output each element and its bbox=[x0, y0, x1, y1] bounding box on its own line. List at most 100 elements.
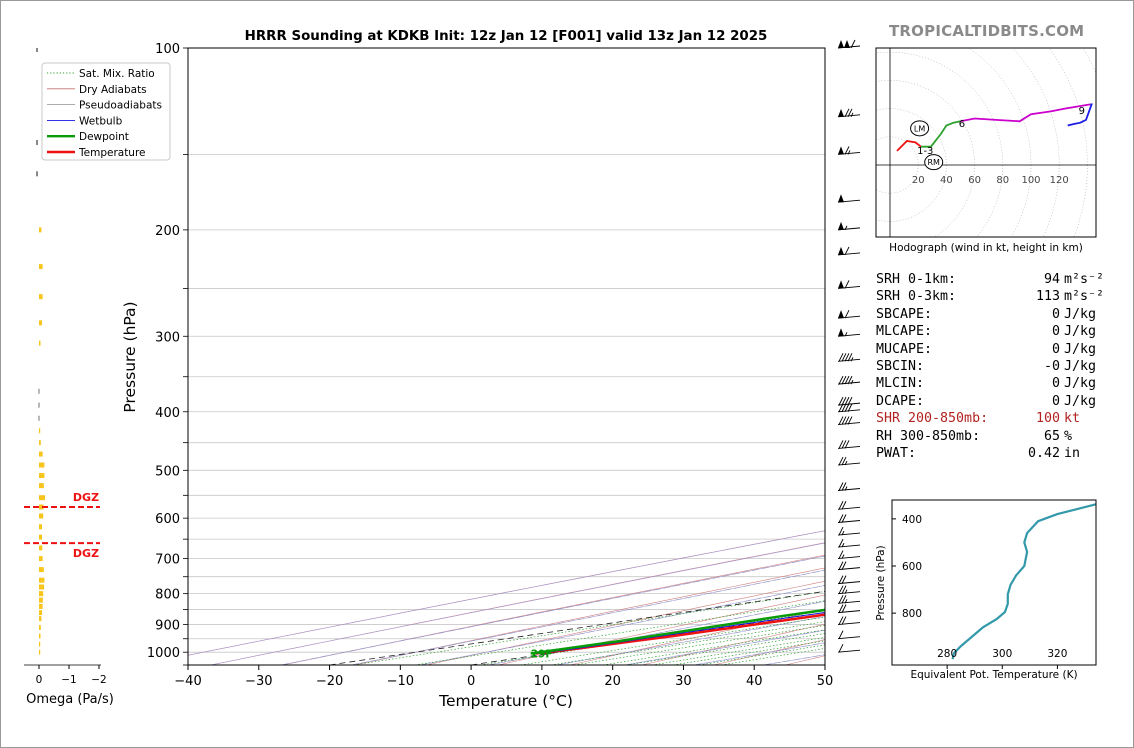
site-brand: TROPICALTIDBITS.COM bbox=[889, 22, 1085, 40]
param-label: SBCAPE: bbox=[876, 306, 933, 322]
omega-bar bbox=[39, 649, 41, 655]
omega-bar bbox=[39, 577, 45, 583]
wind-barb bbox=[837, 456, 861, 466]
skewt-xlabel: Temperature (°C) bbox=[438, 692, 573, 710]
hodograph-trace bbox=[921, 120, 961, 148]
param-unit: J/kg bbox=[1064, 376, 1097, 392]
wind-barb bbox=[837, 630, 861, 640]
wind-barb bbox=[837, 538, 861, 548]
omega-bar bbox=[39, 641, 41, 647]
wind-barb bbox=[837, 246, 861, 256]
wind-barb bbox=[837, 643, 861, 653]
omega-bar bbox=[39, 227, 42, 233]
x-tick-label: 40 bbox=[746, 674, 763, 689]
svg-text:LM: LM bbox=[914, 124, 925, 133]
dry-adiabat bbox=[282, 554, 825, 665]
param-unit: J/kg bbox=[1064, 341, 1097, 357]
param-row: SHR 200-850mb: 100 kt bbox=[876, 410, 1126, 427]
mixing-ratio-line bbox=[414, 600, 825, 665]
figure-title: HRRR Sounding at KDKB Init: 12z Jan 12 [… bbox=[245, 29, 768, 44]
skewt-panel: 1246810131620243036 29F −40−30−20−100102… bbox=[41, 39, 861, 710]
wetbulb-adiabat bbox=[351, 569, 825, 665]
wind-barb bbox=[837, 604, 861, 614]
hodograph-ring-label: 60 bbox=[968, 175, 981, 186]
param-unit: m²s⁻² bbox=[1064, 289, 1105, 305]
theta-e-x-tick-label: 280 bbox=[937, 648, 957, 660]
wind-barb bbox=[837, 501, 861, 510]
omega-xlabel: Omega (Pa/s) bbox=[26, 692, 114, 707]
legend-label: Wetbulb bbox=[79, 115, 123, 127]
dry-adiabat bbox=[426, 580, 825, 665]
omega-bar bbox=[39, 633, 41, 639]
wind-barb bbox=[837, 194, 861, 203]
omega-bar bbox=[38, 402, 40, 408]
theta-e-frame bbox=[891, 499, 1097, 666]
y-tick-label: 400 bbox=[155, 406, 180, 421]
wind-barb bbox=[837, 416, 861, 426]
y-tick-label: 300 bbox=[155, 330, 180, 345]
wind-barb bbox=[837, 403, 861, 413]
param-unit: in bbox=[1064, 445, 1081, 461]
y-tick-label: 800 bbox=[155, 588, 180, 603]
sounding-parameters: SRH 0-1km: 94 m²s⁻² SRH 0-3km: 113 m²s⁻² SBCAP… bbox=[876, 271, 1126, 462]
mixing-ratio-line bbox=[353, 591, 825, 665]
param-label: RH 300-850mb: bbox=[876, 428, 981, 444]
omega-tick-label: 0 bbox=[36, 674, 43, 686]
legend-label: Temperature bbox=[78, 147, 146, 159]
omega-bar bbox=[39, 462, 45, 468]
param-row: SBCAPE: 0 J/kg bbox=[876, 306, 1126, 323]
param-row: SBCIN: -0 J/kg bbox=[876, 358, 1126, 375]
wind-barb bbox=[837, 146, 861, 155]
param-row: PWAT: 0.42 in bbox=[876, 445, 1126, 462]
omega-bar bbox=[39, 624, 41, 630]
theta-e-xlabel: Equivalent Pot. Temperature (K) bbox=[910, 669, 1077, 681]
param-value: 0.42 bbox=[1027, 445, 1060, 461]
param-row: MUCAPE: 0 J/kg bbox=[876, 341, 1126, 358]
omega-bar bbox=[39, 534, 42, 540]
dry-adiabat bbox=[498, 594, 825, 665]
y-tick-label: 700 bbox=[155, 553, 180, 568]
y-tick-label: 500 bbox=[155, 464, 180, 479]
wind-barb bbox=[837, 39, 861, 49]
svg-text:RM: RM bbox=[927, 158, 940, 167]
wind-barb bbox=[837, 353, 861, 362]
param-value: 0 bbox=[1051, 324, 1060, 340]
omega-bar bbox=[39, 597, 43, 603]
param-row: RH 300-850mb: 65% bbox=[876, 428, 1126, 445]
y-tick-label: 600 bbox=[155, 512, 180, 527]
hodograph-panel: 20 40 60 80 100 120 LM RM1-3 6 9 Hodograph (wind … bbox=[875, 47, 1097, 254]
param-label: MUCAPE: bbox=[876, 341, 933, 357]
omega-bar bbox=[39, 428, 41, 434]
param-value: 113 bbox=[1035, 289, 1060, 305]
x-tick-label: −30 bbox=[245, 674, 272, 689]
omega-bar bbox=[39, 545, 43, 551]
param-unit: J/kg bbox=[1064, 393, 1097, 409]
param-label: SBCIN: bbox=[876, 358, 925, 374]
wind-barb bbox=[837, 550, 861, 560]
omega-bar bbox=[39, 591, 44, 597]
wind-barb bbox=[837, 616, 861, 625]
param-row: SRH 0-1km: 94 m²s⁻² bbox=[876, 271, 1126, 288]
param-label: MLCAPE: bbox=[876, 324, 933, 340]
param-unit: J/kg bbox=[1064, 324, 1097, 340]
x-tick-label: −20 bbox=[316, 674, 343, 689]
hodograph-ring-label: 20 bbox=[912, 175, 925, 186]
omega-bar bbox=[39, 495, 45, 501]
hodograph-height-label: 1-3 bbox=[917, 146, 933, 157]
wind-barb bbox=[837, 309, 861, 319]
omega-bar bbox=[39, 567, 44, 573]
omega-bar bbox=[39, 556, 43, 562]
wind-barbs bbox=[837, 39, 861, 653]
wind-barb bbox=[837, 280, 861, 289]
theta-e-y-tick-label: 800 bbox=[902, 608, 922, 620]
wind-barb bbox=[837, 482, 861, 491]
omega-bar bbox=[39, 524, 42, 530]
hodograph-ring-label: 40 bbox=[940, 175, 953, 186]
omega-bar bbox=[39, 320, 42, 326]
omega-bar bbox=[39, 603, 43, 609]
param-label: MLCIN: bbox=[876, 376, 925, 392]
hodograph-ring-label: 80 bbox=[996, 175, 1009, 186]
wind-barb bbox=[837, 595, 861, 604]
wind-barb bbox=[837, 108, 861, 118]
